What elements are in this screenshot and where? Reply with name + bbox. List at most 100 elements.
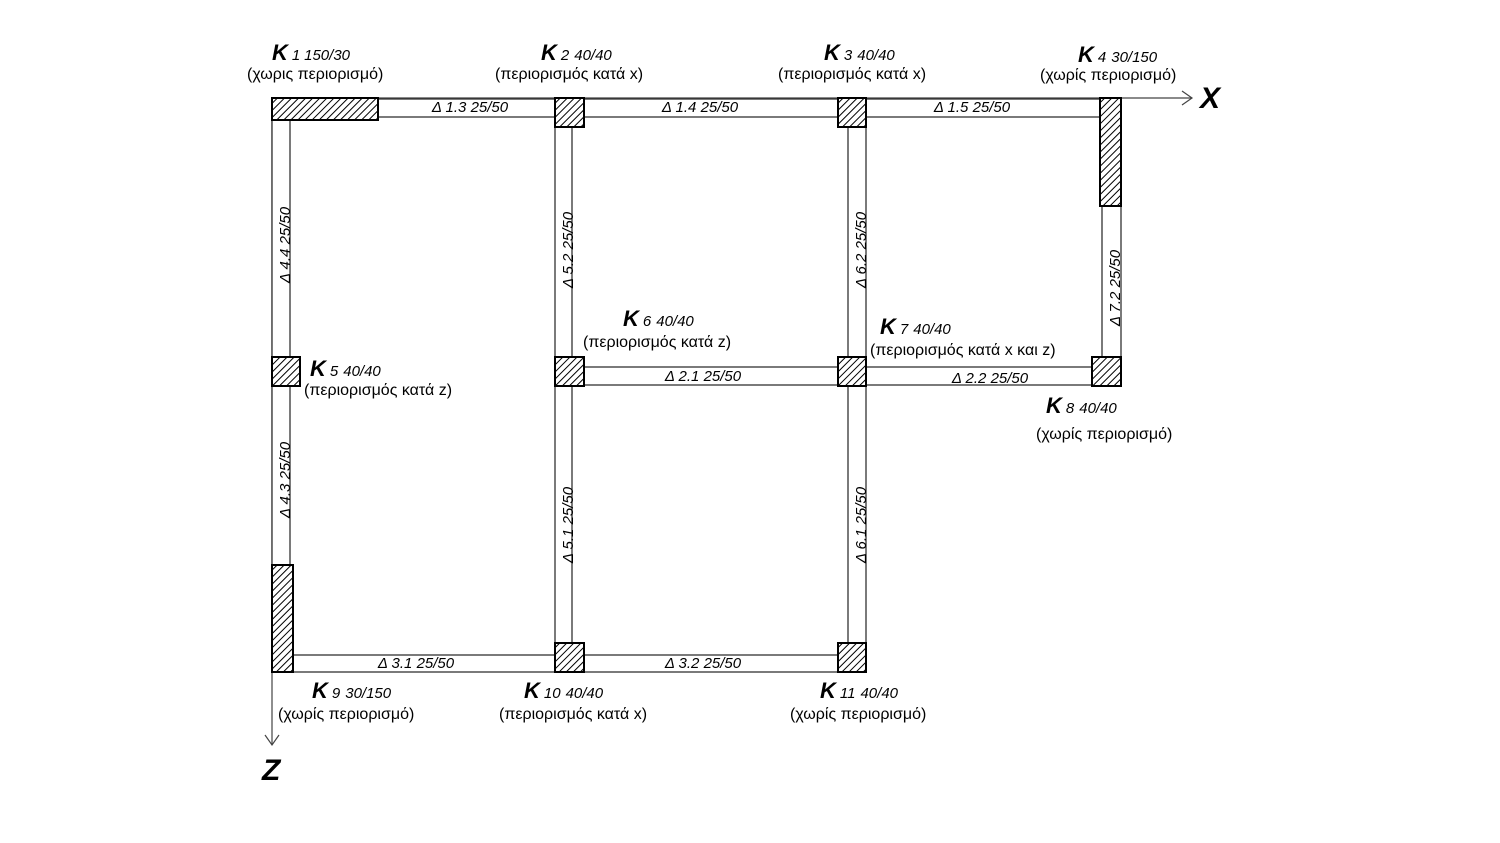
column-label-k7: K 7 40/40 (περιορισμός κατά x και z) — [870, 314, 1056, 359]
column-number: 2 — [560, 47, 570, 64]
column-section-size: 40/40 — [343, 363, 381, 380]
column-k3 — [837, 97, 867, 128]
column-k5 — [271, 356, 301, 387]
beam-d1-5: Δ 1.5 25/50 — [865, 98, 1101, 118]
column-section-size: 40/40 — [1079, 400, 1117, 417]
column-name: K 10 40/40 — [524, 678, 604, 703]
column-section-size: 40/40 — [913, 321, 951, 338]
column-section — [554, 356, 585, 387]
column-name: K 6 40/40 — [623, 306, 694, 331]
column-number: 7 — [900, 321, 909, 338]
beam-d7-2: Δ 7.2 25/50 — [1101, 205, 1124, 358]
beam-label: Δ 2.1 25/50 — [664, 368, 742, 385]
column-section — [1091, 356, 1122, 387]
beam-label: Δ 5.1 25/50 — [560, 486, 577, 564]
column-section-size: 40/40 — [574, 47, 612, 64]
column-label-k9: K 9 30/150 (χωρίς περιορισμό) — [278, 678, 414, 723]
column-k1 — [271, 97, 379, 121]
column-number: 9 — [332, 685, 341, 702]
column-k4 — [1099, 97, 1122, 207]
column-k8 — [1091, 356, 1122, 387]
column-section — [1099, 97, 1122, 207]
x-axis: X — [272, 82, 1222, 115]
column-number: 1 — [292, 47, 300, 64]
column-number: 4 — [1098, 49, 1106, 66]
column-constraint: (χωρίς περιορισμό) — [278, 706, 414, 723]
column-label-k5: K 5 40/40(περιορισμός κατά z) — [304, 356, 452, 399]
column-section — [271, 97, 379, 121]
column-section-size: 40/40 — [566, 685, 604, 702]
column-section — [837, 356, 867, 387]
column-label-k1: K 1 150/30(χωρις περιορισμό) — [247, 40, 383, 83]
beam-d4-4: Δ 4.4 25/50 — [271, 119, 294, 358]
column-label-k3: K 3 40/40(περιορισμός κατά x) — [778, 40, 926, 83]
beam-label: Δ 4.4 25/50 — [277, 206, 294, 284]
column-number: 11 — [840, 685, 856, 702]
column-section-size: 40/40 — [860, 685, 898, 702]
column-name: K 8 40/40 — [1046, 393, 1117, 418]
beam-label: Δ 2.2 25/50 — [951, 370, 1029, 387]
column-section-size: 40/40 — [656, 313, 694, 330]
column-letter: K — [820, 678, 838, 703]
column-k6 — [554, 356, 585, 387]
column-letter: K — [310, 356, 328, 381]
beam-d6-2: Δ 6.2 25/50 — [847, 126, 870, 358]
column-number: 3 — [844, 47, 853, 64]
column-name: K 5 40/40 — [310, 356, 381, 381]
column-constraint: (περιορισμός κατά z) — [304, 382, 452, 399]
beam-d3-1: Δ 3.1 25/50 — [292, 654, 556, 673]
column-constraint: (περιορισμός κατά x και z) — [870, 342, 1056, 359]
beam-label: Δ 1.5 25/50 — [933, 99, 1011, 116]
column-letter: K — [541, 40, 559, 65]
beam-d5-2: Δ 5.2 25/50 — [554, 126, 577, 358]
column-k11 — [837, 642, 867, 673]
column-constraint: (περιορισμός κατά x) — [495, 66, 643, 83]
column-name: K 11 40/40 — [820, 678, 899, 703]
column-name: K 1 150/30 — [272, 40, 351, 65]
column-name: K 4 30/150 — [1078, 42, 1158, 67]
column-constraint: (περιορισμός κατά z) — [583, 334, 731, 351]
beam-d6-1: Δ 6.1 25/50 — [847, 385, 870, 644]
column-section — [837, 642, 867, 673]
column-number: 10 — [544, 685, 561, 702]
column-label-k10: K 10 40/40 (περιορισμός κατά x) — [499, 678, 647, 723]
beam-label: Δ 6.1 25/50 — [853, 486, 870, 564]
column-constraint: (χωρις περιορισμό) — [247, 66, 383, 83]
column-constraint: (περιορισμός κατά x) — [499, 706, 647, 723]
column-section — [837, 97, 867, 128]
beam-label: Δ 7.2 25/50 — [1107, 249, 1124, 327]
beam-d2-1: Δ 2.1 25/50 — [583, 366, 839, 386]
column-constraint: (περιορισμός κατά x) — [778, 66, 926, 83]
column-k10 — [554, 642, 585, 673]
column-section — [271, 564, 294, 673]
beam-label: Δ 6.2 25/50 — [853, 211, 870, 289]
column-label-k6: K 6 40/40 (περιορισμός κατά z) — [583, 306, 731, 351]
column-name: K 7 40/40 — [880, 314, 951, 339]
column-section-size: 30/150 — [1111, 49, 1158, 66]
beam-d5-1: Δ 5.1 25/50 — [554, 385, 577, 644]
column-section-size: 40/40 — [857, 47, 895, 64]
column-k2 — [554, 97, 585, 128]
column-constraint: (χωρίς περιορισμό) — [1036, 426, 1172, 443]
column-section-size: 30/150 — [345, 685, 392, 702]
column-letter: K — [312, 678, 330, 703]
z-axis-label: Z — [261, 754, 282, 787]
column-number: 6 — [643, 313, 652, 330]
column-constraint: (χωρίς περιορισμό) — [790, 706, 926, 723]
column-constraint: (χωρίς περιορισμό) — [1040, 67, 1176, 84]
column-name: K 2 40/40 — [541, 40, 612, 65]
column-name: K 9 30/150 — [312, 678, 392, 703]
column-number: 8 — [1066, 400, 1075, 417]
column-letter: K — [272, 40, 290, 65]
beam-d1-3: Δ 1.3 25/50 — [377, 98, 556, 118]
column-section — [554, 642, 585, 673]
beam-label: Δ 1.3 25/50 — [431, 99, 509, 116]
column-letter: K — [1046, 393, 1064, 418]
beam-label: Δ 1.4 25/50 — [661, 99, 739, 116]
column-letter: K — [1078, 42, 1096, 67]
column-letter: K — [880, 314, 898, 339]
column-label-k2: K 2 40/40(περιορισμός κατά x) — [495, 40, 643, 83]
beam-label: Δ 3.1 25/50 — [377, 655, 455, 672]
column-section — [271, 356, 301, 387]
